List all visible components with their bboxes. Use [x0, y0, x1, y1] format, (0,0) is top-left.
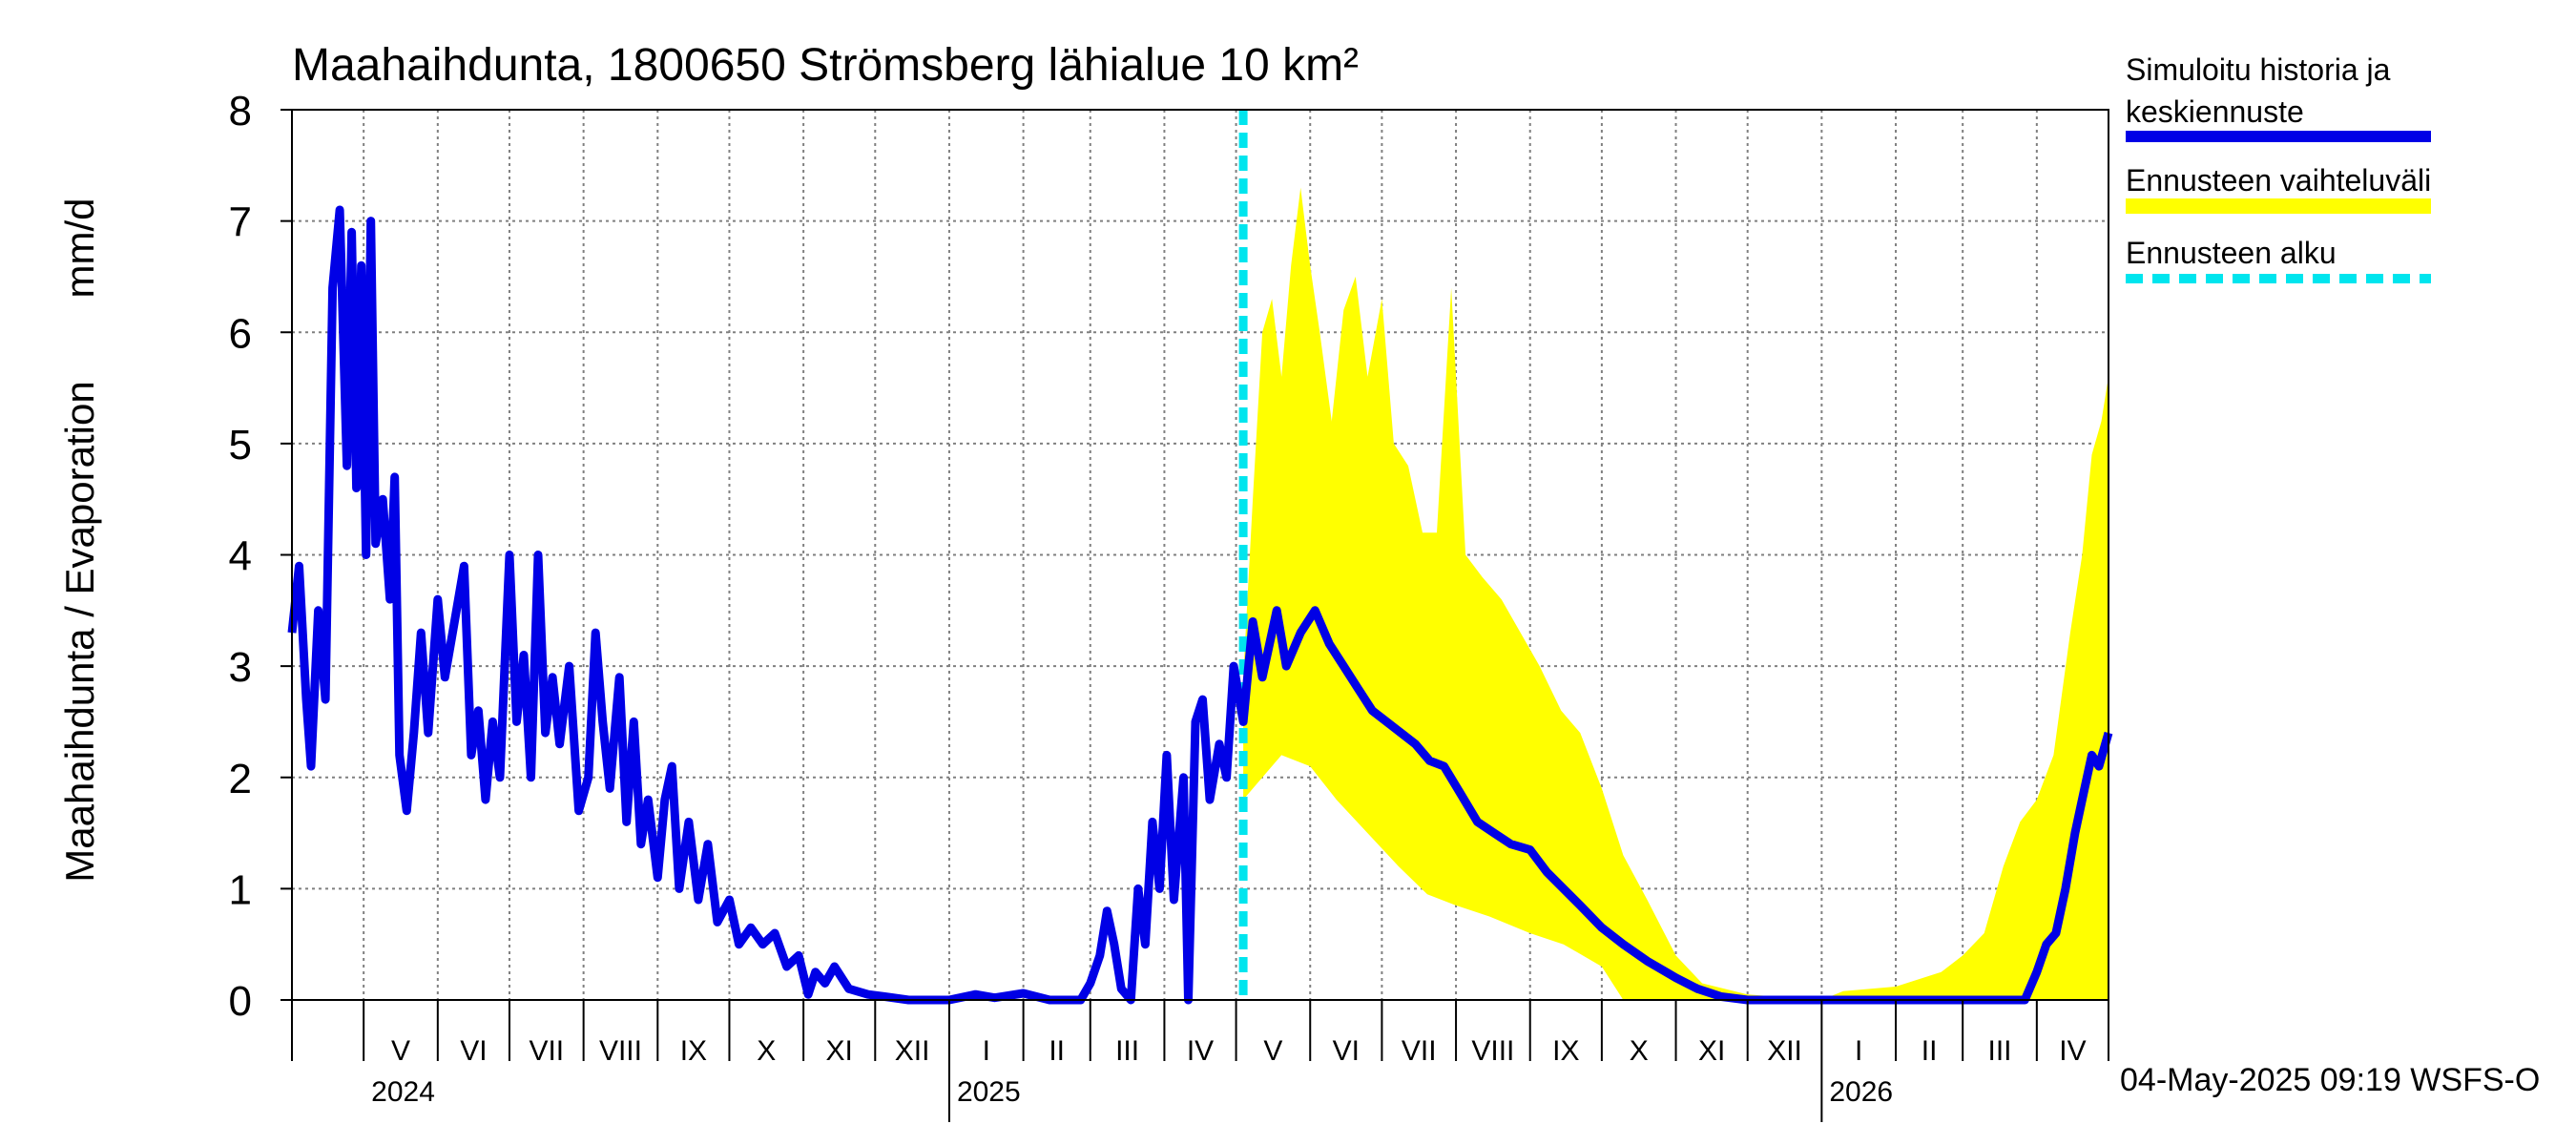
y-axis-unit: mm/d [57, 198, 102, 299]
x-tick-label-month: VII [529, 1035, 564, 1067]
y-tick-label: 6 [229, 310, 252, 357]
x-tick-label-month: I [983, 1035, 990, 1067]
x-tick-label-month: XI [1698, 1035, 1725, 1067]
legend-range-label: Ennusteen vaihteluväli [2126, 163, 2431, 198]
y-tick-label: 1 [229, 866, 252, 913]
x-tick-label-month: II [1922, 1035, 1938, 1067]
x-tick-label-year: 2026 [1829, 1076, 1893, 1108]
timestamp-footer: 04-May-2025 09:19 WSFS-O [2120, 1062, 2540, 1098]
y-tick-label: 7 [229, 199, 252, 246]
x-tick-label-month: XII [1767, 1035, 1802, 1067]
x-tick-label-month: XII [895, 1035, 930, 1067]
x-tick-label-month: V [1263, 1035, 1282, 1067]
x-tick-label-month: II [1049, 1035, 1065, 1067]
y-tick-label: 3 [229, 644, 252, 691]
x-tick-label-month: III [1115, 1035, 1139, 1067]
x-tick-label-month: X [1630, 1035, 1649, 1067]
chart-title: Maahaihdunta, 1800650 Strömsberg lähialu… [292, 40, 1359, 91]
series-line-evaporation [287, 205, 2113, 1005]
x-tick-label-month: VI [1333, 1035, 1360, 1067]
x-tick-label-month: VII [1402, 1035, 1437, 1067]
x-tick-label-month: III [1988, 1035, 2012, 1067]
x-tick-label-month: VI [460, 1035, 487, 1067]
legend: Simuloitu historia ja keskiennuste Ennus… [2126, 52, 2431, 283]
x-tick-label-month: XI [826, 1035, 853, 1067]
y-tick-label: 5 [229, 422, 252, 468]
y-tick-label: 0 [229, 978, 252, 1025]
x-tick-label-month: IX [1552, 1035, 1579, 1067]
x-tick-label-month: VIII [1471, 1035, 1514, 1067]
x-tick-label-month: X [757, 1035, 776, 1067]
x-tick-label-year: 2025 [957, 1076, 1021, 1108]
legend-start-label: Ennusteen alku [2126, 236, 2337, 270]
x-tick-label-month: IX [680, 1035, 707, 1067]
legend-history-label-2: keskiennuste [2126, 94, 2304, 129]
y-tick-label: 4 [229, 533, 252, 580]
x-tick-label-year: 2024 [371, 1076, 435, 1108]
y-tick-label: 2 [229, 756, 252, 802]
y-tick-label: 8 [229, 88, 252, 135]
x-tick-label-month: V [391, 1035, 410, 1067]
x-tick-label-month: VIII [599, 1035, 642, 1067]
legend-history-label: Simuloitu historia ja [2126, 52, 2391, 87]
y-axis-label: Maahaihdunta / Evaporation [57, 381, 102, 882]
x-tick-label-month: IV [2059, 1035, 2086, 1067]
x-tick-label-month: I [1855, 1035, 1862, 1067]
x-tick-label-month: IV [1187, 1035, 1214, 1067]
